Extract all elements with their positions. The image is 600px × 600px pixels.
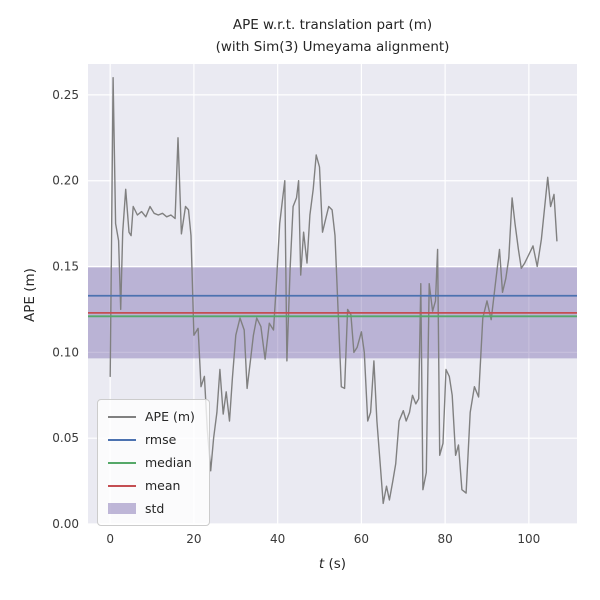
legend-label-ape: APE (m) — [145, 409, 195, 424]
legend-line-sample-rmse — [108, 438, 136, 441]
x-tick-label: 40 — [270, 532, 285, 546]
legend-line-sample-ape — [108, 415, 136, 418]
x-tick-label: 0 — [106, 532, 114, 546]
legend-label-median: median — [145, 455, 192, 470]
legend-item-ape: APE (m) — [108, 409, 195, 424]
y-axis-label: APE (m) — [22, 268, 38, 322]
x-tick-label: 80 — [437, 532, 452, 546]
legend-item-median: median — [108, 455, 195, 470]
x-axis-label-variable: t — [318, 556, 325, 572]
legend-item-std: std — [108, 501, 195, 516]
legend-item-rmse: rmse — [108, 432, 195, 447]
x-axis-label-unit: (s) — [324, 556, 347, 572]
legend-line-sample-median — [108, 461, 136, 464]
y-tick-label: 0.10 — [52, 345, 79, 359]
chart-title-line2: (with Sim(3) Umeyama alignment) — [215, 39, 450, 56]
ape-line — [109, 76, 558, 505]
chart-title: APE w.r.t. translation part (m) (with Si… — [88, 14, 577, 59]
x-tick-label: 100 — [517, 532, 540, 546]
y-tick-label: 0.00 — [52, 517, 79, 531]
y-tick-label: 0.05 — [52, 431, 79, 445]
legend-label-rmse: rmse — [145, 432, 177, 447]
y-tick-label: 0.15 — [52, 260, 79, 274]
y-tick-label: 0.25 — [52, 88, 79, 102]
legend: APE (m) rmse median mean std — [97, 399, 210, 526]
legend-label-std: std — [145, 501, 165, 516]
legend-patch-sample-std — [108, 503, 136, 514]
y-tick-label: 0.20 — [52, 174, 79, 188]
legend-item-mean: mean — [108, 478, 195, 493]
legend-label-mean: mean — [145, 478, 181, 493]
x-tick-label: 20 — [186, 532, 201, 546]
x-tick-label: 60 — [354, 532, 369, 546]
legend-line-sample-mean — [108, 484, 136, 487]
x-axis-label: t (s) — [88, 556, 577, 572]
chart-title-line1: APE w.r.t. translation part (m) — [232, 17, 433, 33]
